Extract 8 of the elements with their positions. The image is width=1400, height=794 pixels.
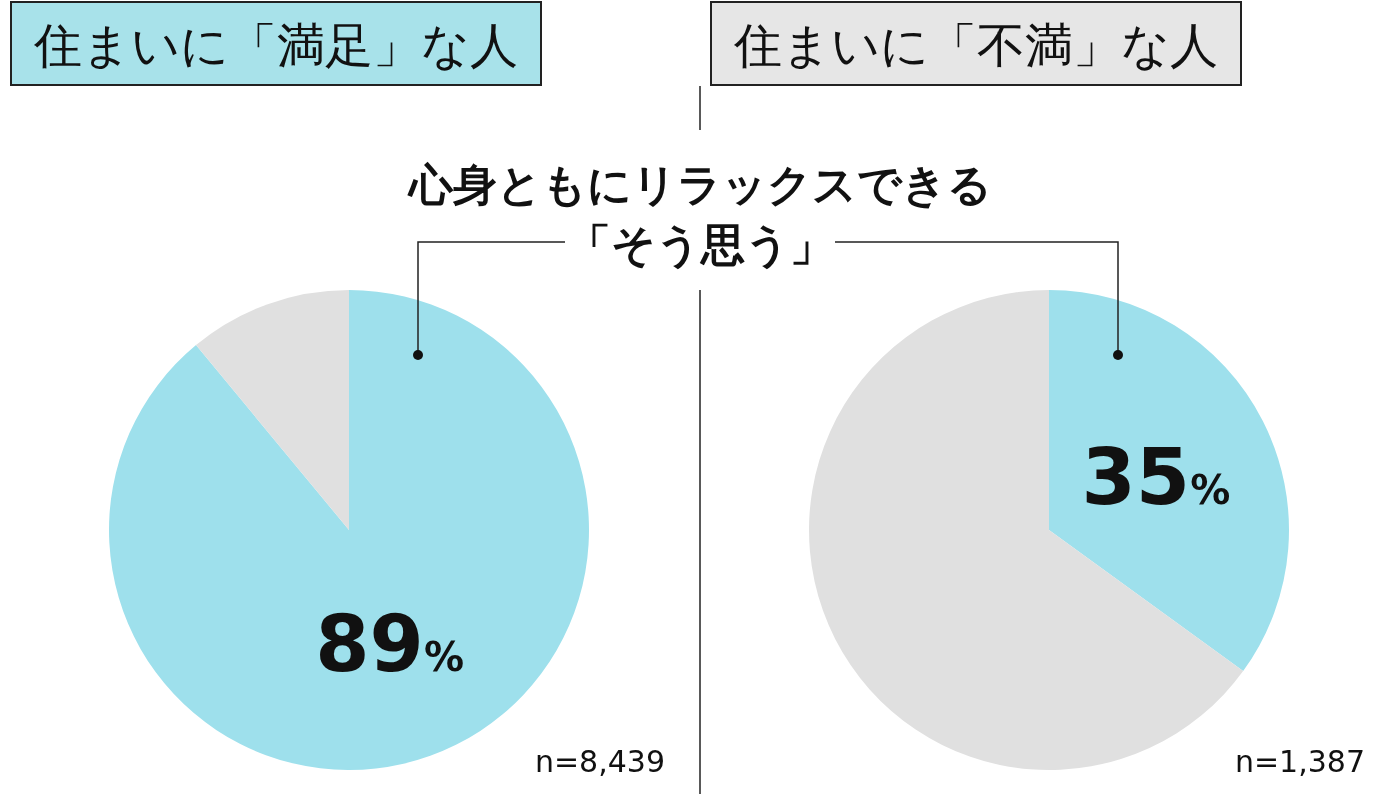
text: 心身ともにリラックスできる bbox=[406, 159, 992, 210]
text: n=8,439 bbox=[534, 744, 665, 779]
data-label: 89% bbox=[315, 598, 464, 689]
text: n=1,387 bbox=[1234, 744, 1365, 779]
text: 「そう思う」 bbox=[566, 219, 834, 270]
data-label: 35% bbox=[1081, 431, 1231, 522]
chart-title: 住まいに「不満」な人 bbox=[733, 17, 1218, 73]
chart-title: 住まいに「満足」な人 bbox=[33, 17, 518, 73]
